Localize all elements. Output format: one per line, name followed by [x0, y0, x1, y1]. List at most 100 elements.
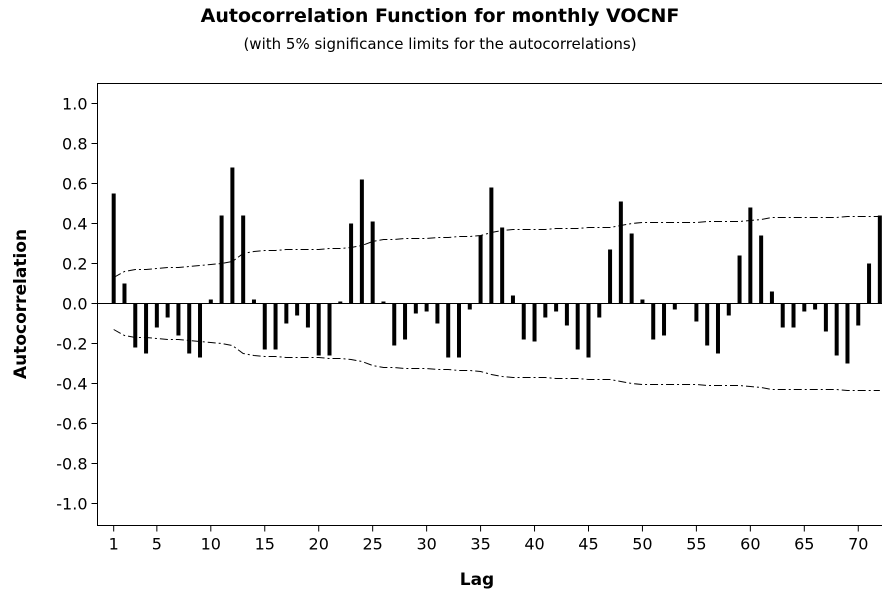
y-tick-label: 0.8	[62, 135, 87, 154]
chart-title: Autocorrelation Function for monthly VOC…	[201, 5, 680, 27]
bar	[618, 201, 623, 304]
bar	[564, 303, 569, 326]
significance-limit	[113, 329, 880, 391]
bar	[327, 303, 332, 356]
bar	[726, 303, 731, 316]
y-tick-label: 0.6	[62, 175, 87, 194]
x-tick-label: 35	[470, 535, 490, 554]
bar	[651, 303, 656, 340]
y-tick-label: -0.8	[56, 455, 87, 474]
bar	[748, 207, 753, 304]
bar	[694, 303, 699, 322]
bar	[456, 303, 461, 358]
significance-limit	[113, 216, 880, 278]
bar	[478, 235, 483, 304]
bar	[305, 303, 310, 328]
bar	[435, 303, 440, 324]
bar	[715, 303, 720, 354]
x-tick-label: 65	[794, 535, 814, 554]
bar	[737, 255, 742, 304]
bar	[543, 303, 548, 318]
y-tick-label: 0.2	[62, 255, 87, 274]
bar	[780, 303, 785, 328]
bar	[187, 303, 192, 354]
bar	[813, 303, 818, 310]
bar	[867, 263, 872, 304]
bar	[262, 303, 267, 350]
bar	[640, 299, 645, 304]
bar	[521, 303, 526, 340]
bar	[834, 303, 839, 356]
bar	[154, 303, 159, 328]
chart-subtitle: (with 5% significance limits for the aut…	[243, 35, 636, 53]
bar	[424, 303, 429, 312]
bar	[295, 303, 300, 316]
bar	[144, 303, 149, 354]
bar	[575, 303, 580, 350]
y-tick-label: -0.6	[56, 415, 87, 434]
x-tick-label: 60	[740, 535, 760, 554]
bar	[316, 303, 321, 356]
bar	[198, 303, 203, 358]
x-axis-label: Lag	[460, 570, 494, 590]
bar	[586, 303, 591, 358]
bar	[241, 215, 246, 304]
bar	[284, 303, 289, 324]
bar	[856, 303, 861, 326]
y-tick-label: -0.2	[56, 335, 87, 354]
bar	[489, 187, 494, 304]
x-tick-label: 1	[109, 535, 119, 554]
bar	[877, 215, 882, 304]
bar	[219, 215, 224, 304]
bar	[823, 303, 828, 332]
bar	[176, 303, 181, 336]
bar	[359, 179, 364, 304]
x-tick-label: 30	[416, 535, 436, 554]
bar	[165, 303, 170, 318]
bar	[672, 303, 677, 310]
x-tick-label: 20	[309, 535, 329, 554]
x-tick-label: 40	[524, 535, 544, 554]
bar	[791, 303, 796, 328]
bar	[510, 295, 515, 304]
bar	[629, 233, 634, 304]
bar	[111, 193, 116, 304]
y-tick-label: 1.0	[62, 95, 87, 114]
bar	[413, 303, 418, 314]
bar	[802, 303, 807, 312]
y-tick-label: -0.4	[56, 375, 87, 394]
bar	[338, 301, 343, 304]
bar	[392, 303, 397, 346]
x-tick-label: 50	[632, 535, 652, 554]
plot-frame	[97, 83, 882, 526]
bar	[662, 303, 667, 336]
bar	[759, 235, 764, 304]
bar	[554, 303, 559, 312]
bar	[230, 167, 235, 304]
bar	[467, 303, 472, 310]
x-tick-label: 15	[255, 535, 275, 554]
bar	[122, 283, 127, 304]
bar	[208, 299, 213, 304]
bar	[769, 291, 774, 304]
bar	[381, 301, 386, 304]
x-tick-label: 45	[578, 535, 598, 554]
y-tick-label: 0.0	[62, 295, 87, 314]
x-tick-label: 55	[686, 535, 706, 554]
bar	[705, 303, 710, 346]
x-tick-label: 5	[152, 535, 162, 554]
bar	[349, 223, 354, 304]
x-tick-label: 70	[848, 535, 868, 554]
bar	[370, 221, 375, 304]
bar	[597, 303, 602, 318]
x-tick-label: 25	[362, 535, 382, 554]
bar	[403, 303, 408, 340]
y-tick-label: -1.0	[56, 495, 87, 514]
bar	[446, 303, 451, 358]
bar	[500, 227, 505, 304]
x-tick-label: 10	[201, 535, 221, 554]
bar	[608, 249, 613, 304]
bar	[532, 303, 537, 342]
y-axis-label: Autocorrelation	[11, 229, 31, 379]
